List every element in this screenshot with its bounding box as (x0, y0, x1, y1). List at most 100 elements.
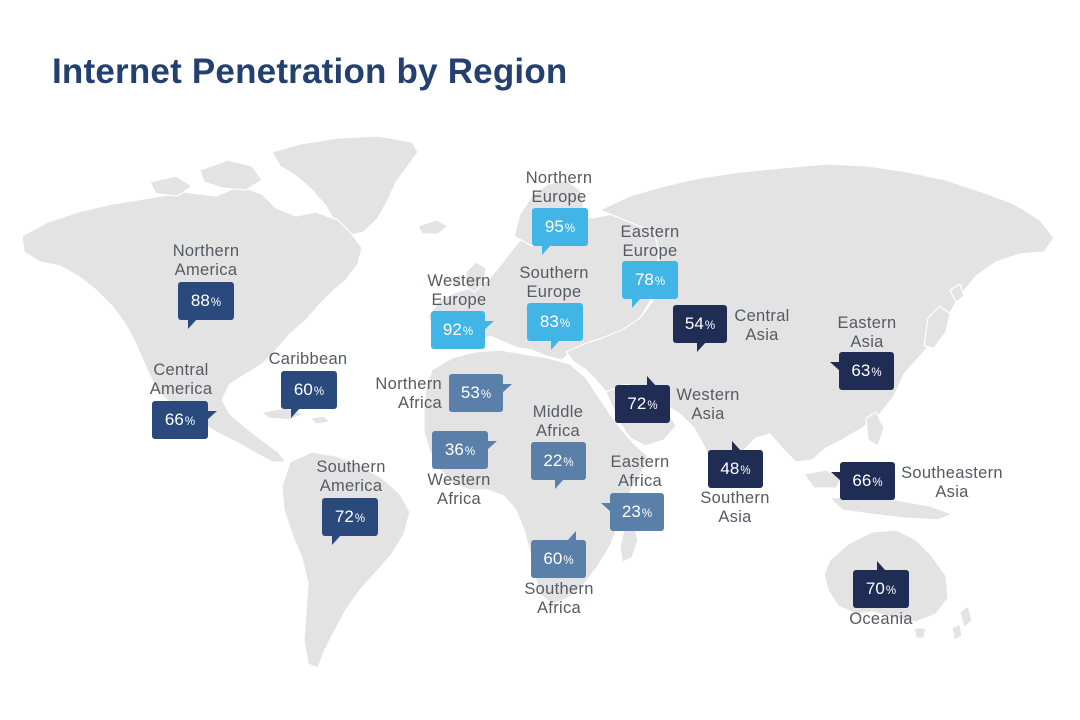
percent-sign: % (563, 457, 574, 469)
region-label: Southern Africa (524, 580, 593, 618)
callout-pointer (732, 441, 741, 451)
region-name-line: Europe (431, 291, 487, 309)
value-bubble: 23% (601, 493, 664, 531)
region-label: Caribbean (269, 350, 348, 369)
region-name-line: Central (153, 361, 209, 379)
value-bubble: 72% (322, 498, 378, 545)
value-text: 83 (539, 312, 559, 331)
region-name-line: Africa (398, 394, 442, 412)
callout-pointer (551, 340, 560, 350)
region-name-line: Asia (718, 508, 752, 526)
value-text: 95 (544, 217, 564, 236)
value-text: 70 (865, 579, 885, 598)
value-bubble: 60% (281, 371, 337, 418)
region-name-line: America (149, 380, 213, 398)
south-america-landmass (281, 451, 411, 669)
region-name-line: Oceania (849, 610, 913, 628)
region-name-line: Southern (519, 264, 589, 282)
value-text: 53 (460, 383, 480, 402)
region-name-line: Europe (622, 242, 678, 260)
percent-sign: % (564, 223, 576, 235)
region-name-line: Southern (316, 458, 386, 476)
region-name-line: Middle (532, 403, 584, 421)
region-name-line: Europe (531, 188, 587, 206)
callout-pointer (207, 411, 217, 420)
value-bubble: 36% (432, 431, 497, 469)
region-name-line: Asia (691, 405, 725, 423)
value-bubble: 83% (527, 303, 583, 350)
region-name-line: Western (427, 272, 491, 290)
region-name-line: Western (427, 471, 491, 489)
region-label: Western Africa (427, 471, 490, 509)
percent-sign: % (871, 367, 882, 379)
british-isles-landmass (465, 261, 487, 293)
percent-sign: % (641, 508, 653, 520)
value-bubble: 22% (531, 442, 586, 489)
region-name-line: Asia (935, 483, 969, 501)
percent-sign: % (462, 326, 474, 338)
region-name-line: Caribbean (268, 350, 348, 368)
percent-sign: % (647, 400, 658, 412)
value-bubble: 88% (178, 282, 234, 329)
region-name-line: Central (734, 307, 790, 325)
region-label: Central America (150, 361, 213, 399)
value-bubble: 66% (152, 401, 217, 439)
region-name-line: Europe (526, 283, 582, 301)
region-name-line: Southern (524, 580, 594, 598)
region-label: Eastern Europe (621, 223, 680, 261)
callout-pointer (291, 408, 300, 418)
value-bubble: 92% (431, 311, 494, 349)
value-bubble: 63% (830, 352, 894, 390)
percent-sign: % (872, 477, 883, 489)
region-label: Eastern Asia (838, 314, 897, 352)
callout-pointer (567, 531, 576, 541)
callout-pointer (647, 376, 656, 386)
callout-pointer (632, 298, 641, 308)
value-text: 23 (621, 502, 641, 521)
japan-landmass (949, 283, 965, 303)
region-name-line: Asia (850, 333, 884, 351)
value-bubble: 53% (449, 374, 512, 412)
callout-pointer (484, 321, 494, 330)
callout-pointer (601, 503, 611, 512)
region-label: Southern Europe (519, 264, 588, 302)
region-name-line: Northern (172, 242, 240, 260)
region-name-line: Eastern (837, 314, 897, 332)
region-label: Western Europe (427, 272, 490, 310)
value-text: 36 (444, 440, 464, 459)
region-label: Southern Asia (700, 489, 769, 527)
value-bubble: 70% (853, 561, 909, 608)
value-bubble: 66% (831, 462, 895, 500)
value-text: 60 (543, 549, 563, 568)
percent-sign: % (184, 416, 196, 428)
region-name-line: America (319, 477, 383, 495)
callout-pointer (831, 472, 841, 481)
percent-sign: % (740, 465, 751, 477)
region-label: Northern America (173, 242, 240, 280)
value-text: 63 (851, 361, 871, 380)
value-bubble: 60% (531, 531, 586, 578)
region-name-line: Western (676, 386, 740, 404)
callout-pointer (542, 245, 551, 255)
percent-sign: % (704, 320, 716, 332)
callout-pointer (877, 561, 886, 571)
british-isles-landmass (451, 273, 463, 289)
value-text: 72 (334, 507, 354, 526)
region-label: Eastern Africa (611, 453, 670, 491)
region-label: Southern America (316, 458, 385, 496)
percent-sign: % (313, 386, 325, 398)
percent-sign: % (563, 555, 574, 567)
callout-pointer (830, 362, 840, 371)
region-name-line: Eastern (620, 223, 680, 241)
tasmania-landmass (913, 627, 927, 639)
percent-sign: % (210, 297, 222, 309)
region-name-line: Africa (618, 472, 662, 490)
callout-pointer (188, 319, 197, 329)
region-name-line: Southeastern (901, 464, 1003, 482)
value-text: 60 (293, 380, 313, 399)
callout-pointer (487, 441, 497, 450)
value-text: 66 (164, 410, 184, 429)
region-label: Western Asia (676, 386, 739, 424)
value-text: 72 (627, 394, 647, 413)
region-name-line: Africa (437, 490, 481, 508)
